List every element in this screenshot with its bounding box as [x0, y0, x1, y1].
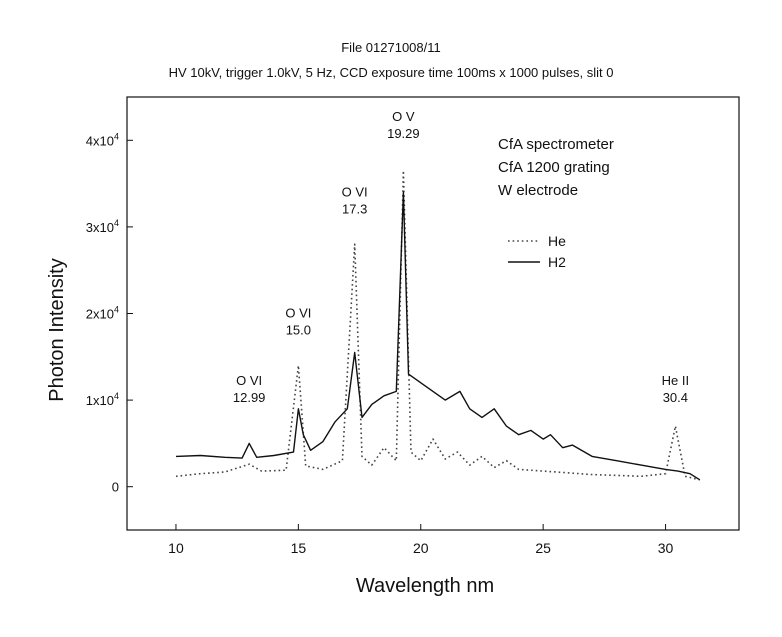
series-line-h2 — [175, 191, 701, 481]
series-group — [175, 169, 701, 481]
note-grating: CfA 1200 grating — [498, 159, 610, 176]
plot-frame — [126, 96, 740, 531]
y-tick-label: 4x104 — [86, 131, 119, 148]
annotation-wavelength: 12.99 — [233, 390, 266, 405]
note-spectrometer: CfA spectrometer — [498, 136, 614, 153]
line-annotations: O VI 12.99 O VI 15.0 O VI 17.3 O V 19.29 He II 30… — [233, 109, 689, 405]
annotation-wavelength: 19.29 — [387, 126, 420, 141]
legend-label-h2: H2 — [548, 254, 566, 270]
y-tick-label: 1x104 — [86, 391, 119, 408]
x-axis-label: Wavelength nm — [356, 575, 494, 597]
x-axis-ticks: 10 15 20 25 30 — [168, 524, 674, 556]
x-tick-label: 30 — [658, 540, 674, 556]
x-tick-label: 20 — [413, 540, 429, 556]
note-electrode: W electrode — [498, 182, 578, 199]
y-axis-label: Photon Intensity — [46, 258, 68, 401]
info-notes: CfA spectrometer CfA 1200 grating W elec… — [498, 136, 614, 199]
legend-label-he: He — [548, 233, 566, 249]
annotation-wavelength: 15.0 — [286, 323, 311, 338]
annotation-ion: O VI — [342, 184, 368, 199]
annotation-ion: O V — [392, 109, 415, 124]
y-tick-label: 3x104 — [86, 218, 119, 235]
chart-subtitle: HV 10kV, trigger 1.0kV, 5 Hz, CCD exposu… — [168, 65, 614, 80]
x-tick-label: 15 — [291, 540, 307, 556]
chart-title: File 01271008/11 — [341, 40, 441, 55]
y-axis-ticks: 0 1x104 2x104 3x104 4x104 — [86, 131, 133, 495]
annotation-wavelength: 17.3 — [342, 201, 367, 216]
y-tick-label: 0 — [112, 480, 119, 495]
x-tick-label: 10 — [168, 540, 184, 556]
legend: He H2 — [508, 233, 566, 270]
x-tick-label: 25 — [535, 540, 551, 556]
annotation-ion: O VI — [285, 306, 311, 321]
annotation-ion: He II — [662, 373, 689, 388]
y-tick-label: 2x104 — [86, 305, 119, 322]
annotation-ion: O VI — [236, 373, 262, 388]
annotation-wavelength: 30.4 — [663, 390, 688, 405]
series-line-he — [175, 169, 700, 481]
